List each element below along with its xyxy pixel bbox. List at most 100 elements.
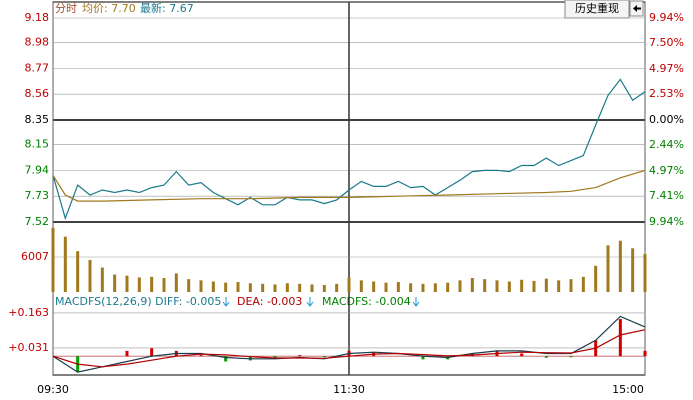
macd-bar	[298, 355, 302, 357]
volume-bar	[557, 280, 561, 292]
line	[52, 329, 646, 368]
volume-bar	[495, 280, 499, 292]
y-tick-label: 8.15	[25, 138, 50, 151]
average-price: 均价: 7.70	[82, 2, 136, 15]
macd-bar	[322, 356, 326, 358]
y-tick-label: 7.94	[25, 163, 50, 176]
volume-bar	[433, 283, 437, 292]
down-arrow	[412, 297, 420, 307]
y-tick-label: +0.031	[8, 341, 49, 354]
back-icon[interactable]	[629, 0, 644, 17]
volume-bar	[285, 283, 289, 292]
volume-bar	[446, 282, 450, 292]
volume-bar	[174, 273, 178, 292]
volume-bar	[396, 282, 400, 292]
down-arrow	[306, 297, 314, 307]
volume-bar	[125, 275, 129, 292]
volume-bar	[581, 276, 585, 292]
macd-bar	[150, 348, 154, 357]
y2-tick-label: 4.97%	[649, 164, 684, 177]
macd-bar	[544, 356, 548, 358]
y2-tick-label: 2.53%	[649, 87, 684, 100]
volume-bar	[606, 245, 610, 292]
volume-bar	[569, 279, 573, 292]
volume-bar	[199, 280, 203, 292]
volume-bar	[63, 236, 67, 292]
volume-bar	[643, 254, 647, 292]
volume-bar	[298, 283, 302, 292]
volume-bar	[409, 283, 413, 292]
volume-bar	[261, 283, 265, 292]
y-tick-label: 8.98	[25, 36, 50, 49]
line	[52, 78, 646, 221]
volume-bar	[347, 277, 351, 292]
volume-bar	[618, 240, 622, 292]
mode-label: 分时	[55, 2, 77, 15]
y-tick-label: 8.77	[25, 61, 50, 74]
volume-bar	[335, 283, 339, 292]
volume-bar	[273, 284, 277, 292]
volume-bar	[248, 283, 252, 292]
macd-bar	[520, 353, 524, 357]
volume-bar	[483, 279, 487, 292]
macd-bar	[224, 356, 228, 362]
y2-tick-label: 9.94%	[649, 215, 684, 228]
y2-tick-label: 7.41%	[649, 189, 684, 202]
y-tick-label: 9.18	[25, 11, 50, 24]
volume-bar	[507, 281, 511, 292]
line	[52, 169, 646, 202]
history-button-label[interactable]: 历史重现	[575, 1, 619, 15]
y2-tick-label: 9.94%	[649, 11, 684, 24]
volume-bar	[384, 282, 388, 292]
macd-legend: MACDFS: -0.004	[322, 295, 411, 308]
macd-bar	[273, 356, 277, 358]
volume-bar	[51, 227, 55, 292]
macd-legend: MACDFS(12,26,9) DIFF: -0.005	[55, 295, 221, 308]
macd-bar	[618, 319, 622, 357]
x-tick-label: 15:00	[612, 383, 644, 396]
volume-bar	[137, 277, 141, 292]
y2-tick-label: 0.00%	[649, 113, 684, 126]
down-arrow	[222, 297, 230, 307]
volume-bar	[372, 281, 376, 292]
volume-bar	[150, 276, 154, 292]
x-tick-label: 11:30	[333, 383, 365, 396]
volume-bar	[187, 279, 191, 292]
y-tick-label: 8.56	[25, 87, 50, 100]
y-tick-label: 8.35	[25, 113, 50, 126]
volume-bar	[359, 280, 363, 292]
volume-bar	[631, 248, 635, 292]
y2-tick-label: 2.44%	[649, 138, 684, 151]
volume-bar	[76, 251, 80, 292]
macd-bar	[199, 355, 203, 357]
volume-bar	[236, 282, 240, 292]
x-tick-label: 09:30	[37, 383, 69, 396]
y2-tick-label: 4.97%	[649, 62, 684, 75]
macd-bar	[125, 350, 129, 357]
y-tick-label: 7.73	[25, 189, 50, 202]
line	[52, 315, 646, 373]
volume-bar	[470, 278, 474, 292]
volume-bar	[322, 285, 326, 292]
volume-bar	[594, 265, 598, 292]
volume-bar	[88, 259, 92, 292]
latest-price: 最新: 7.67	[140, 1, 194, 15]
y2-tick-label: 7.50%	[649, 36, 684, 49]
macd-bar	[569, 356, 573, 358]
volume-bar	[162, 278, 166, 292]
volume-bar	[100, 267, 104, 292]
y-tick-label: 7.52	[25, 215, 50, 228]
y-tick-label: +0.163	[8, 306, 49, 319]
macd-bar	[421, 356, 425, 360]
macd-legend: DEA: -0.003	[237, 295, 302, 308]
volume-bar	[532, 280, 536, 292]
y-tick-label: 6007	[21, 250, 49, 263]
volume-bar	[224, 282, 228, 292]
volume-bar	[310, 284, 314, 292]
volume-bar	[544, 278, 548, 292]
volume-bar	[113, 274, 117, 292]
volume-bar	[211, 281, 215, 292]
volume-bar	[458, 280, 462, 292]
macd-bar	[643, 350, 647, 357]
